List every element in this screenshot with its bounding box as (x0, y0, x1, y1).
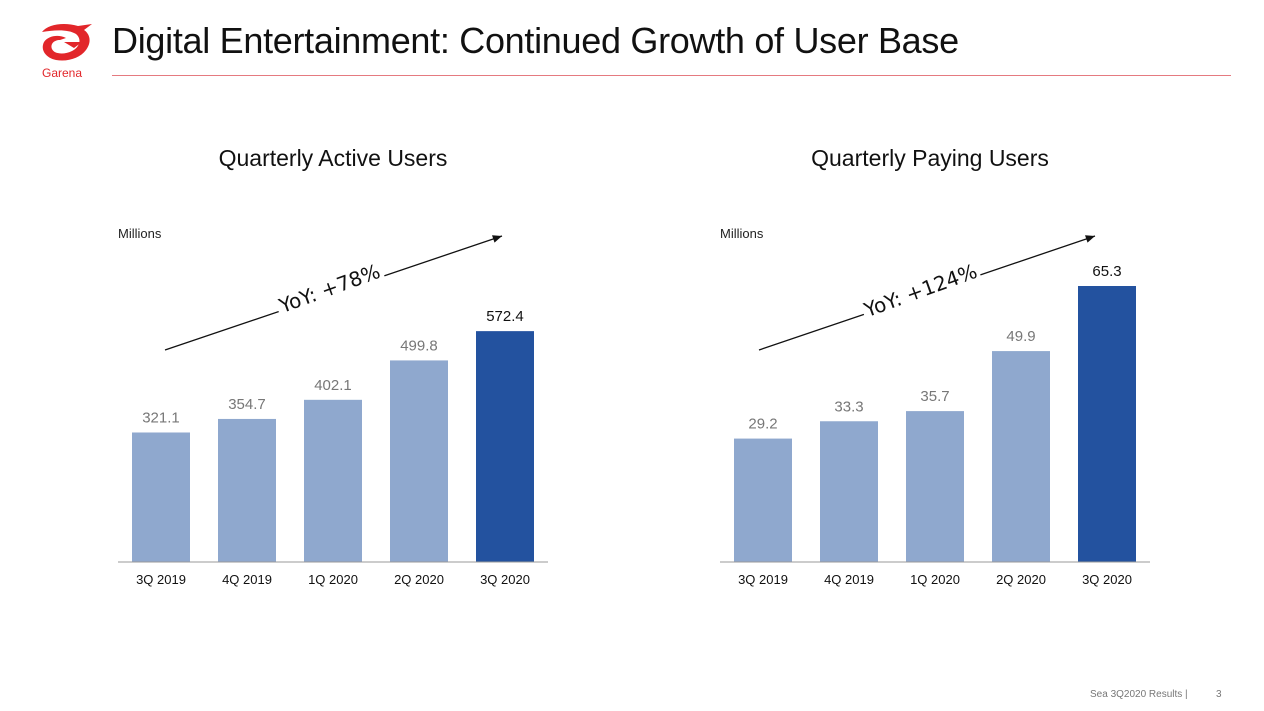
bar-4q-2019 (820, 421, 878, 562)
unit-label: Millions (118, 226, 162, 241)
garena-logo: Garena (34, 22, 94, 82)
data-label: 33.3 (834, 398, 863, 415)
data-label: 572.4 (486, 308, 524, 325)
category-label: 3Q 2020 (1082, 572, 1132, 587)
bar-1q-2020 (906, 411, 964, 562)
trend-arrow-head (1085, 235, 1095, 243)
data-label: 35.7 (920, 388, 949, 405)
data-label: 49.9 (1006, 328, 1035, 345)
data-label: 354.7 (228, 396, 266, 413)
chart-2-title: Quarterly Paying Users (811, 145, 1049, 171)
page-number: 3 (1216, 689, 1222, 700)
bar-3q-2020 (1078, 286, 1136, 562)
chart-1-title: Quarterly Active Users (218, 145, 448, 171)
category-label: 1Q 2020 (910, 572, 960, 587)
logo-text: Garena (41, 66, 83, 80)
category-label: 1Q 2020 (308, 572, 358, 587)
category-label: 3Q 2020 (480, 572, 530, 587)
category-label: 4Q 2019 (222, 572, 272, 587)
data-label: 29.2 (748, 416, 777, 433)
paying-users-chart: Millions 29.2 3Q 2019 33.3 4Q 2019 35.7 1Q 202… (720, 226, 1150, 587)
category-label: 3Q 2019 (136, 572, 186, 587)
category-label: 2Q 2020 (996, 572, 1046, 587)
active-users-chart: Millions 321.1 3Q 2019 354.7 4Q 2019 402.1 1Q … (118, 226, 548, 587)
data-label: 499.8 (400, 337, 438, 354)
bar-1q-2020 (304, 399, 362, 562)
bar-3q-2019 (734, 438, 792, 562)
data-label: 65.3 (1092, 263, 1121, 280)
page-title: Digital Entertainment: Continued Growth … (112, 20, 959, 61)
trend-arrow-head (492, 235, 502, 243)
title-divider (112, 75, 1231, 76)
bar-2q-2020 (992, 351, 1050, 562)
category-label: 3Q 2019 (738, 572, 788, 587)
bar-3q-2020 (476, 331, 534, 562)
data-label: 402.1 (314, 377, 352, 394)
bar-4q-2019 (218, 418, 276, 562)
category-label: 2Q 2020 (394, 572, 444, 587)
unit-label: Millions (720, 226, 764, 241)
bar-2q-2020 (390, 360, 448, 562)
garena-dragon-icon (42, 24, 92, 61)
bar-3q-2019 (132, 432, 190, 562)
data-label: 321.1 (142, 409, 180, 426)
yoy-annotation: YoY: +124% (860, 259, 980, 322)
footer-source: Sea 3Q2020 Results | (1090, 689, 1188, 700)
category-label: 4Q 2019 (824, 572, 874, 587)
